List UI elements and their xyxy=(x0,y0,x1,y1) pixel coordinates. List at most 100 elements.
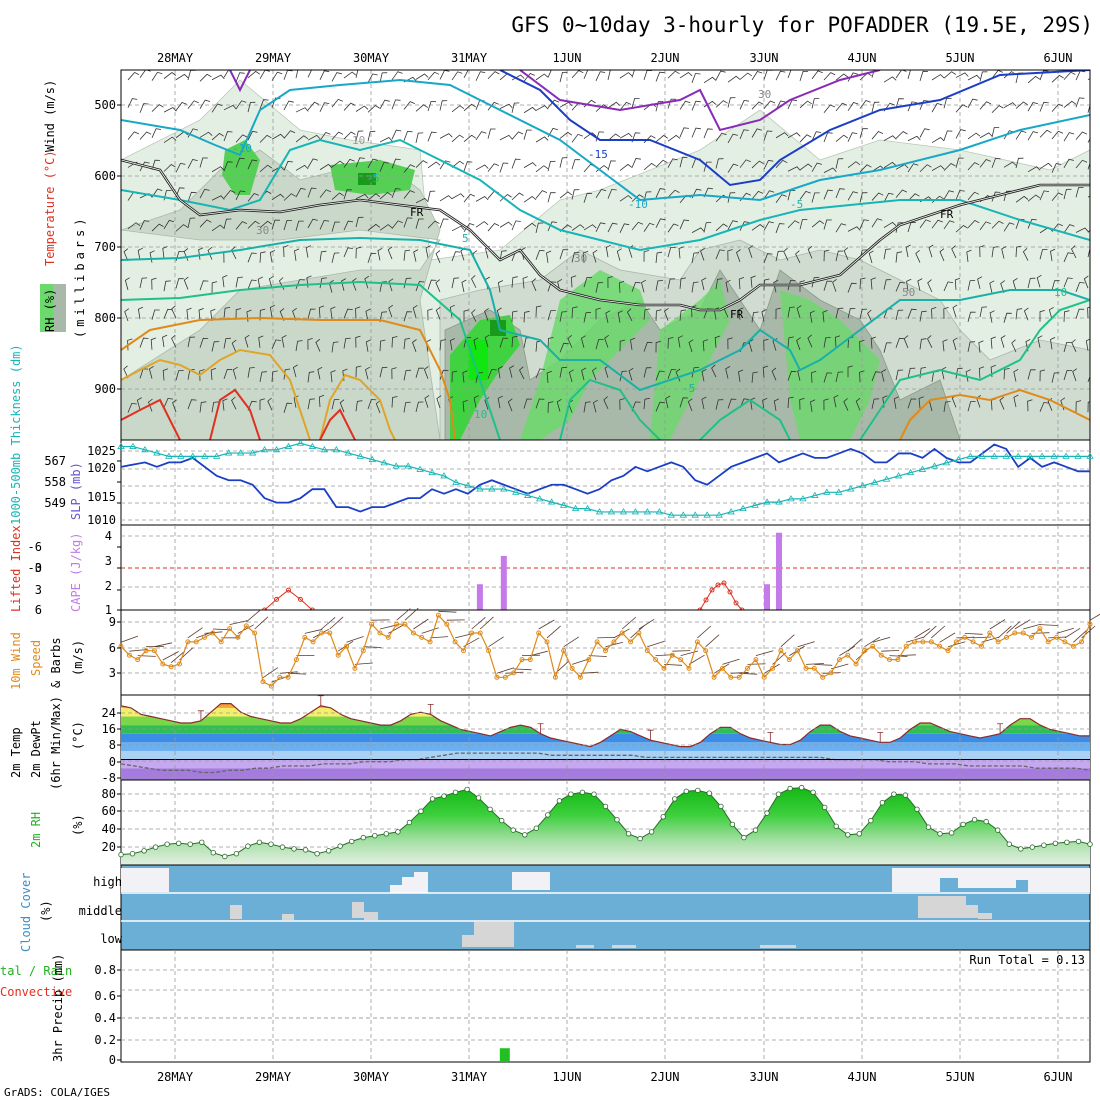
cloud-mid-block xyxy=(978,913,992,919)
wind-barb xyxy=(463,223,475,233)
wind-barb xyxy=(365,308,371,322)
wind-barb xyxy=(427,71,440,81)
wind-speed-marker xyxy=(828,670,834,676)
rh-marker xyxy=(349,838,355,845)
wind-barb xyxy=(1039,70,1049,81)
max-marker xyxy=(197,710,204,721)
wind-speed-marker xyxy=(1087,621,1093,627)
rh-marker xyxy=(775,791,782,797)
wind-barb xyxy=(404,607,419,621)
wind-barb xyxy=(955,104,968,113)
wind-barb xyxy=(1056,627,1074,634)
wind-barb xyxy=(222,275,228,288)
thickness-marker xyxy=(595,508,604,515)
wind-barb xyxy=(919,219,931,229)
wind-barb xyxy=(919,310,927,322)
wind-barb xyxy=(631,281,641,292)
y-tick-label: 20 xyxy=(102,840,116,854)
wind-barb xyxy=(967,401,976,412)
wind-barb xyxy=(451,251,461,262)
wind-barb xyxy=(535,222,544,234)
wind-barb xyxy=(343,158,355,168)
thickness-marker xyxy=(452,478,460,485)
wind-barb xyxy=(871,70,875,78)
wind-barb xyxy=(922,625,937,639)
wind-barb xyxy=(665,395,671,409)
rh-marker xyxy=(1006,841,1012,847)
y-tick-label: 24 xyxy=(102,706,116,720)
wind-speed-marker xyxy=(736,674,742,680)
wind-barb xyxy=(679,277,686,289)
lifted-index-axis-label: Lifted Index xyxy=(9,525,23,612)
wind-barb xyxy=(931,136,945,144)
wind-speed-marker xyxy=(978,643,984,649)
wind-barb xyxy=(535,165,549,173)
wind-barb xyxy=(607,276,613,288)
wind-barb xyxy=(605,310,611,323)
wind-barb xyxy=(154,642,173,648)
wind-barb xyxy=(499,103,513,110)
thickness-marker xyxy=(1026,452,1034,459)
thickness-marker xyxy=(368,455,376,463)
wind-barb xyxy=(823,249,830,262)
wind-barb xyxy=(811,370,817,383)
wind-speed-marker xyxy=(603,648,608,654)
rh-marker xyxy=(556,798,563,804)
wind-barb xyxy=(547,192,556,203)
wind-barb xyxy=(943,190,955,200)
wind-barb xyxy=(535,249,545,260)
y-tick-label: 549 xyxy=(44,496,66,510)
wind-barb xyxy=(607,101,621,109)
rh-marker xyxy=(810,789,816,795)
date-label: 28MAY xyxy=(157,1070,194,1084)
wind-barb xyxy=(1087,103,1090,113)
wind-barb xyxy=(1039,402,1049,412)
wind-barb xyxy=(583,192,593,203)
wind-barb xyxy=(607,133,621,141)
rh-marker xyxy=(568,791,574,797)
wind-barb xyxy=(730,671,749,674)
wind-speed-marker xyxy=(151,648,157,654)
temp-label-3: (6hr Min/Max) xyxy=(49,696,63,790)
y-tick-label-right: 1010 xyxy=(87,513,116,527)
wind-speed-marker xyxy=(636,630,642,636)
wind-label-3: & Barbs xyxy=(49,637,63,688)
rh-marker xyxy=(914,806,920,812)
wind-barb xyxy=(761,309,767,322)
wind-barb xyxy=(811,276,820,288)
wind-speed-marker xyxy=(678,657,684,663)
wind-barb xyxy=(355,130,364,142)
wind-barb xyxy=(535,105,549,111)
wind-barb xyxy=(905,244,911,258)
wind-barb xyxy=(427,131,437,142)
wind-speed-marker xyxy=(502,674,508,680)
wind-barb xyxy=(628,367,634,381)
cloud-level-label: low xyxy=(100,932,122,946)
wind-barb xyxy=(871,218,883,228)
wind-barb xyxy=(204,631,223,634)
wind-barb xyxy=(655,159,668,168)
y-tick-label: 0.8 xyxy=(94,963,116,977)
thickness-marker xyxy=(882,475,891,482)
wind-barb xyxy=(367,223,381,231)
wind-barb xyxy=(939,248,945,262)
cloud-high-block xyxy=(958,868,1016,888)
wind-barb xyxy=(307,70,313,78)
thickness-marker xyxy=(416,465,424,472)
wind-barb xyxy=(511,220,521,231)
wind-barb xyxy=(895,251,903,263)
wind-speed-marker xyxy=(202,634,207,640)
y-tick-label-right: 1015 xyxy=(87,490,116,504)
y-tick-label: 80 xyxy=(102,787,116,801)
rh-axis-label: RH (%) xyxy=(43,289,57,332)
wind-speed-marker xyxy=(519,657,525,663)
wind-speed-marker xyxy=(444,621,450,627)
wind-barb xyxy=(496,307,502,321)
wind-barb xyxy=(163,219,175,230)
wind-speed-marker xyxy=(177,661,182,667)
wind-barb xyxy=(247,367,255,378)
date-label: 31MAY xyxy=(451,1070,488,1084)
wind-barb xyxy=(451,370,458,383)
wind-barb xyxy=(319,250,327,262)
wind-barb xyxy=(1051,103,1064,112)
